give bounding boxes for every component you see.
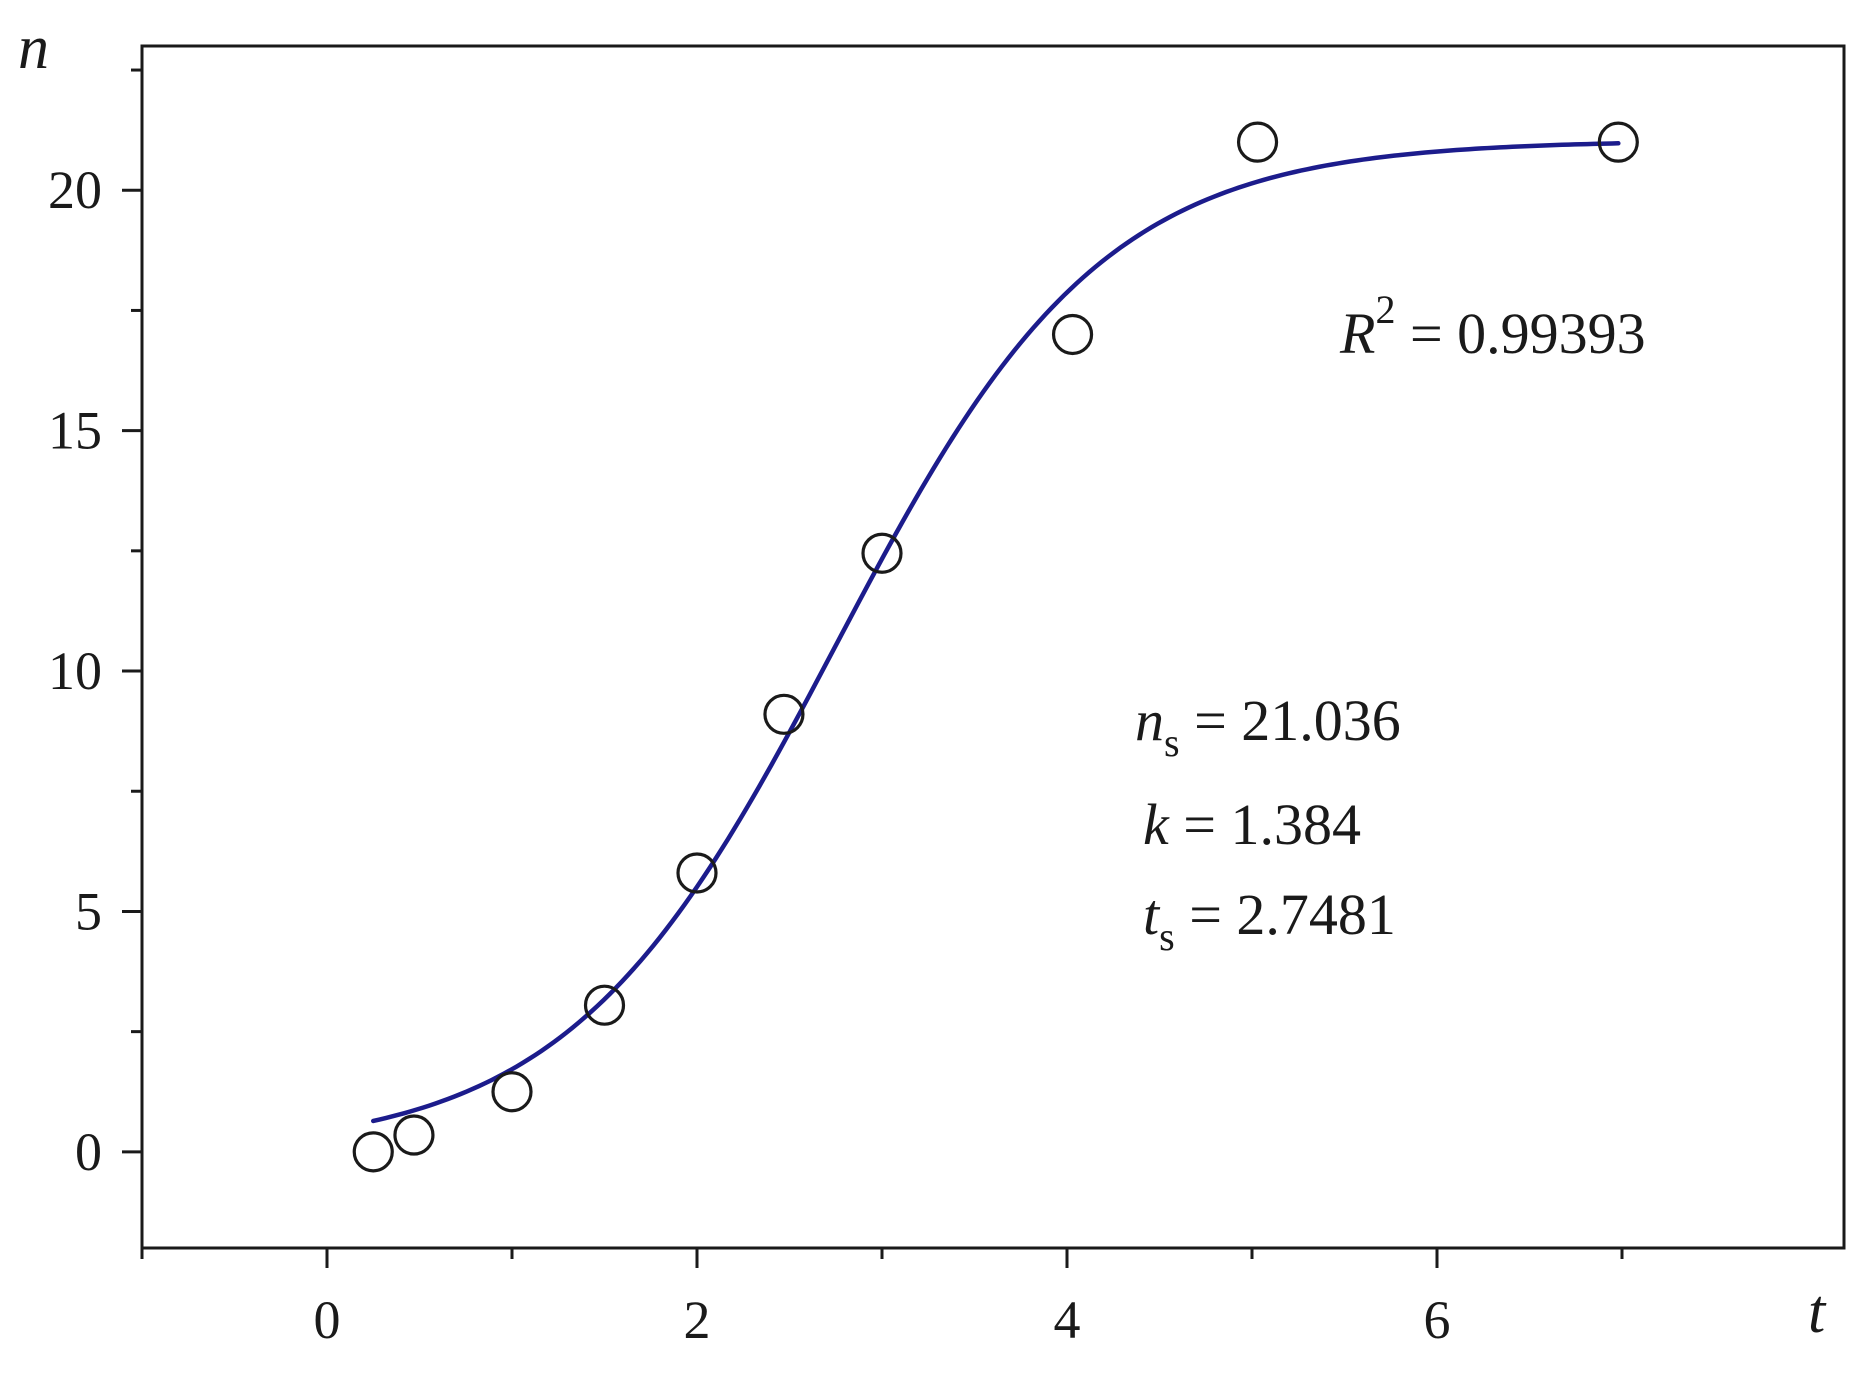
- plot-frame: [140, 44, 1846, 1250]
- data-point: [763, 693, 805, 735]
- data-point: [491, 1071, 533, 1113]
- x-tick-label: 0: [314, 1290, 341, 1350]
- param-ns-subscript: s: [1164, 720, 1180, 765]
- x-tick-label: 2: [684, 1290, 711, 1350]
- data-points: [352, 121, 1639, 1173]
- param-ns: ns = 21.036: [1135, 688, 1401, 765]
- param-ts-value: = 2.7481: [1175, 882, 1396, 947]
- r-squared-value: = 0.99393: [1395, 301, 1645, 366]
- x-axis-ticks: 0 2 4 6: [140, 1248, 1624, 1350]
- y-tick-label: 20: [48, 160, 102, 220]
- fit-curve: [371, 141, 1621, 1124]
- y-tick-label: 0: [75, 1122, 102, 1182]
- param-ns-symbol: n: [1135, 688, 1164, 753]
- data-point: [1236, 121, 1279, 163]
- param-k-symbol: k: [1143, 792, 1170, 857]
- data-point: [1051, 313, 1094, 356]
- r-squared-exponent: 2: [1375, 287, 1395, 332]
- y-tick-label: 5: [75, 881, 102, 941]
- data-point: [583, 984, 626, 1026]
- r-squared-annotation: R2 = 0.99393: [1339, 287, 1646, 366]
- data-point: [861, 532, 903, 574]
- data-point: [1597, 121, 1639, 163]
- data-point: [393, 1114, 435, 1156]
- y-axis-ticks: 0 5 10 15 20: [48, 68, 142, 1182]
- x-tick-label: 4: [1054, 1290, 1081, 1350]
- data-point: [676, 852, 718, 894]
- y-tick-label: 10: [48, 641, 102, 701]
- param-k-value: = 1.384: [1169, 792, 1361, 857]
- y-axis-title: n: [18, 14, 49, 82]
- x-axis-title: t: [1808, 1278, 1827, 1346]
- param-ts-subscript: s: [1159, 914, 1175, 959]
- data-point: [352, 1131, 394, 1173]
- param-ts: ts = 2.7481: [1143, 882, 1396, 959]
- param-k: k = 1.384: [1143, 792, 1361, 857]
- y-tick-label: 15: [48, 401, 102, 461]
- x-tick-label: 6: [1424, 1290, 1451, 1350]
- param-ts-symbol: t: [1143, 882, 1161, 947]
- param-ns-value: = 21.036: [1180, 688, 1401, 753]
- r-squared-symbol: R: [1339, 301, 1375, 366]
